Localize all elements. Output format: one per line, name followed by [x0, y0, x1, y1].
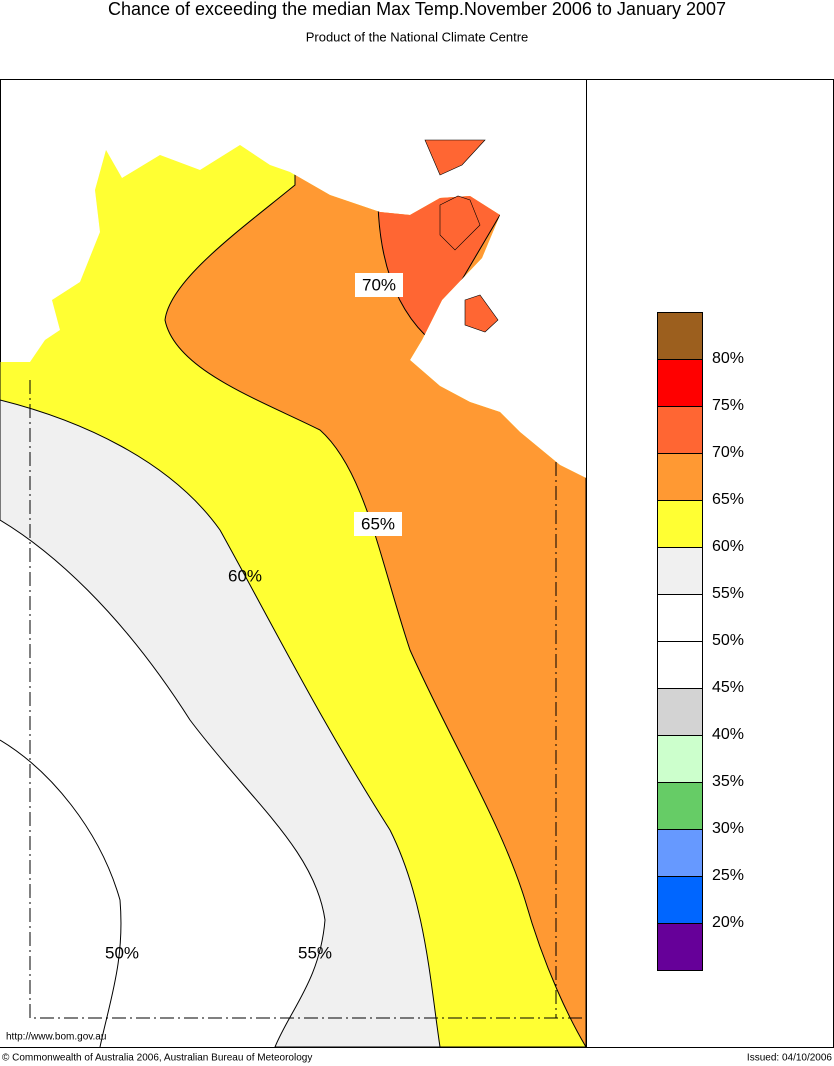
legend-swatch — [657, 406, 703, 454]
island — [424, 139, 499, 333]
map: 70% 65% 60% 50% 55% http://www.bom.gov.a… — [0, 79, 587, 1048]
legend-label: 80% — [712, 350, 744, 367]
issued: Issued: 04/10/2006 — [747, 1053, 833, 1064]
legend-swatch — [657, 594, 703, 642]
legend-label: 35% — [712, 773, 744, 790]
legend-swatch — [657, 500, 703, 548]
title: Chance of exceeding the median Max Temp.… — [108, 0, 726, 19]
legend-label: 70% — [712, 444, 744, 461]
legend-label: 60% — [712, 538, 744, 555]
legend-swatch — [657, 312, 703, 360]
contour-label: 70% — [362, 275, 396, 294]
legend-frame — [586, 79, 834, 1048]
label-bg — [355, 273, 403, 297]
legend-swatch — [657, 923, 703, 971]
subtitle: Product of the National Climate Centre — [306, 29, 529, 44]
legend-label: 55% — [712, 585, 744, 602]
legend-label: 30% — [712, 820, 744, 837]
legend-label: 20% — [712, 914, 744, 931]
legend-label: 65% — [712, 491, 744, 508]
legend: 80% 75% 70% 65% 60% 55% 50% 45% 40% 35% 30% 25% 20% — [657, 312, 744, 971]
copyright: © Commonwealth of Australia 2006, Austra… — [2, 1053, 312, 1064]
contour-label: 60% — [228, 566, 262, 585]
contour-50 — [0, 739, 122, 1047]
contour-label: 65% — [361, 514, 395, 533]
legend-swatch — [657, 359, 703, 407]
legend-swatch — [657, 829, 703, 877]
legend-swatch — [657, 735, 703, 783]
label-bg — [354, 512, 402, 536]
legend-label: 75% — [712, 397, 744, 414]
contour-label: 50% — [105, 943, 139, 962]
dashed-box — [29, 380, 586, 1019]
legend-label: 25% — [712, 867, 744, 884]
legend-swatch — [657, 876, 703, 924]
legend-label: 45% — [712, 679, 744, 696]
legend-swatch — [657, 641, 703, 689]
legend-swatch — [657, 782, 703, 830]
legend-swatch — [657, 453, 703, 501]
legend-label: 40% — [712, 726, 744, 743]
legend-label: 50% — [712, 632, 744, 649]
legend-swatch — [657, 547, 703, 595]
contour-label: 55% — [298, 943, 332, 962]
legend-swatch — [657, 688, 703, 736]
url: http://www.bom.gov.au — [6, 1032, 106, 1043]
